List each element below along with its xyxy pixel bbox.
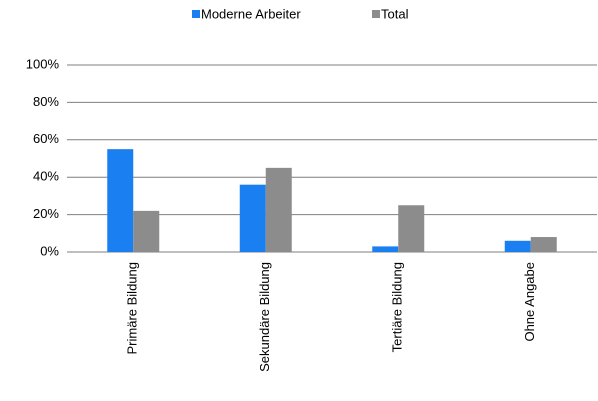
y-tick-label: 80% [33,94,59,109]
bar [239,184,266,252]
x-tick-label: Tertiäre Bildung [390,262,405,352]
x-tick-label: Ohne Angabe [522,262,537,342]
y-tick-label: 40% [33,169,59,184]
bar [398,205,425,252]
bar [265,167,292,252]
y-tick-label: 60% [33,131,59,146]
bar [133,210,160,252]
legend-label: Moderne Arbeiter [201,6,301,21]
x-tick-label: Primäre Bildung [125,262,140,355]
x-tick-label: Sekundäre Bildung [257,262,272,372]
bar [372,246,399,252]
bar [530,237,557,252]
legend-swatch [192,10,200,18]
bar [504,240,531,252]
bar [107,149,134,252]
legend-label: Total [381,6,409,21]
legend-swatch [372,10,380,18]
y-tick-label: 20% [33,206,59,221]
y-tick-label: 0% [40,243,59,258]
y-tick-label: 100% [26,56,60,71]
